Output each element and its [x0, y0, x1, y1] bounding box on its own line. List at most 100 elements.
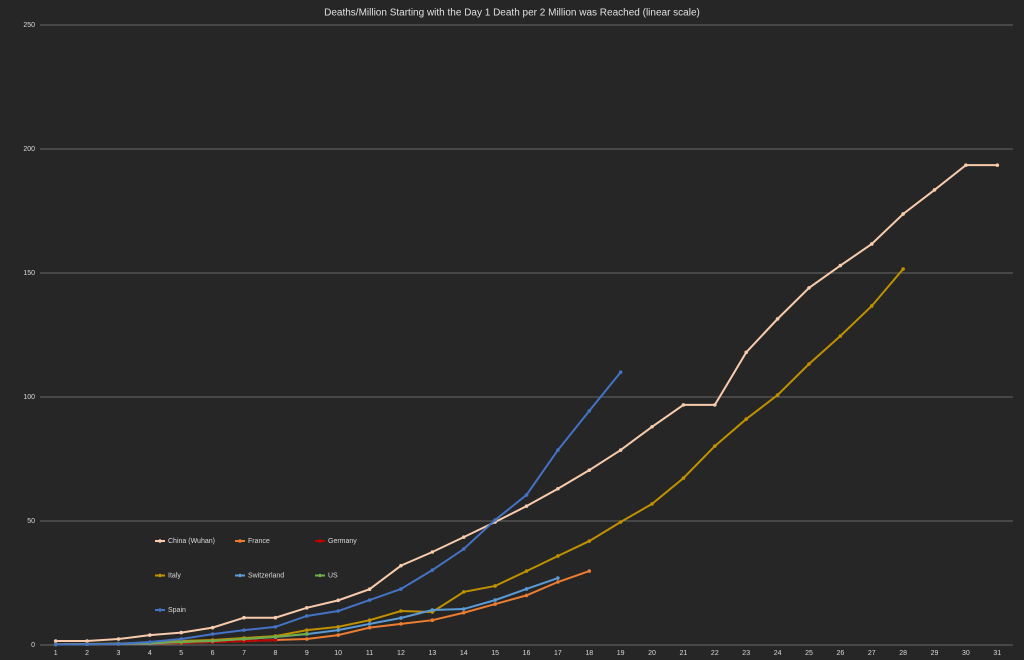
data-point	[336, 633, 340, 637]
x-tick-label: 16	[523, 650, 531, 657]
data-point	[461, 607, 466, 611]
data-point	[336, 609, 340, 613]
data-point	[304, 637, 309, 641]
data-point	[869, 304, 874, 308]
data-point	[399, 622, 403, 626]
x-tick-label: 21	[680, 650, 688, 657]
data-point	[775, 393, 780, 397]
x-tick-label: 25	[805, 650, 813, 657]
data-point	[493, 518, 497, 522]
data-point	[210, 639, 215, 643]
data-point	[524, 504, 529, 508]
data-point	[775, 317, 780, 321]
data-point	[964, 163, 968, 167]
x-tick-label: 24	[774, 650, 782, 657]
legend-label: US	[328, 572, 338, 579]
data-point	[179, 640, 184, 644]
data-point	[242, 637, 246, 641]
y-tick-label: 200	[23, 146, 35, 153]
data-point	[116, 637, 121, 641]
x-tick-label: 2	[85, 650, 89, 657]
data-point	[524, 493, 529, 497]
x-tick-label: 20	[648, 650, 656, 657]
data-point	[430, 568, 435, 572]
data-point	[336, 598, 340, 603]
x-tick-label: 7	[242, 650, 246, 657]
data-point	[524, 569, 529, 573]
legend-marker	[318, 539, 322, 543]
data-point	[587, 468, 592, 472]
data-point	[869, 242, 874, 246]
x-tick-label: 29	[931, 650, 939, 657]
data-point	[650, 424, 654, 429]
data-point	[336, 628, 340, 632]
data-point	[53, 642, 58, 647]
data-point	[304, 628, 309, 632]
data-point	[681, 403, 686, 407]
data-point	[430, 608, 435, 612]
x-tick-label: 12	[397, 650, 405, 657]
x-tick-label: 23	[742, 650, 750, 657]
data-point	[148, 640, 152, 644]
data-point	[242, 615, 246, 620]
data-point	[399, 616, 403, 620]
data-point	[53, 639, 58, 643]
data-point	[493, 598, 497, 602]
data-point	[493, 584, 497, 588]
legend-label: Italy	[168, 572, 181, 579]
x-tick-label: 17	[554, 650, 562, 657]
data-point	[367, 587, 372, 591]
x-tick-label: 10	[334, 650, 342, 657]
x-tick-label: 4	[148, 650, 152, 657]
data-point	[367, 618, 372, 622]
y-tick-label: 100	[23, 394, 35, 401]
legend-marker	[318, 573, 322, 578]
legend-label: Switzerland	[248, 572, 284, 579]
data-point	[273, 638, 278, 642]
x-tick-label: 5	[179, 650, 183, 657]
data-point	[116, 641, 121, 646]
data-point	[461, 610, 466, 615]
data-point	[556, 486, 560, 491]
x-tick-label: 13	[428, 650, 436, 657]
y-tick-label: 250	[23, 22, 35, 29]
x-tick-label: 30	[962, 650, 970, 657]
data-point	[304, 606, 309, 610]
data-point	[587, 539, 592, 543]
y-tick-label: 150	[23, 270, 35, 277]
data-point	[556, 448, 560, 452]
data-point	[713, 444, 717, 448]
chart-title: Deaths/Million Starting with the Day 1 D…	[324, 8, 700, 19]
data-point	[430, 550, 435, 554]
data-point	[681, 476, 686, 480]
data-point	[932, 188, 937, 192]
data-point	[210, 625, 215, 630]
x-tick-label: 22	[711, 650, 719, 657]
data-point	[210, 632, 215, 636]
legend-marker	[158, 539, 162, 543]
data-point	[493, 602, 497, 606]
data-point	[273, 625, 278, 629]
data-point	[807, 286, 811, 290]
data-point	[336, 625, 340, 629]
data-point	[304, 614, 309, 618]
x-tick-label: 1	[54, 650, 58, 657]
data-point	[242, 628, 246, 632]
legend-marker	[158, 573, 162, 578]
data-point	[304, 632, 309, 636]
data-point	[367, 625, 372, 630]
x-tick-label: 6	[211, 650, 215, 657]
data-point	[587, 409, 592, 413]
data-point	[618, 448, 623, 452]
data-point	[85, 642, 89, 647]
data-point	[901, 267, 905, 271]
data-point	[838, 263, 843, 268]
data-point	[713, 403, 717, 407]
data-point	[461, 590, 466, 594]
legend-marker	[158, 608, 162, 612]
legend-marker	[238, 573, 242, 578]
data-point	[618, 370, 623, 375]
data-point	[179, 630, 184, 635]
